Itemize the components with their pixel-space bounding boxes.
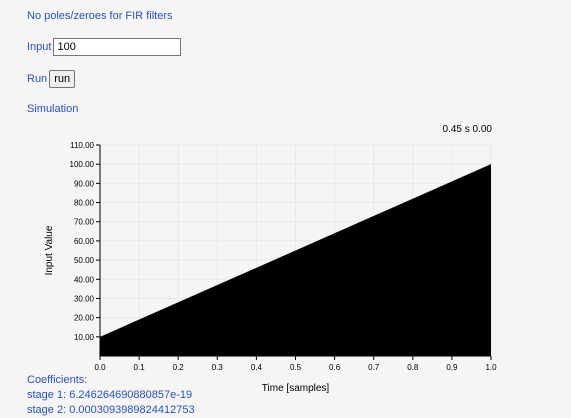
- run-button[interactable]: run: [49, 70, 76, 88]
- input-field[interactable]: [53, 38, 182, 56]
- series-area-0: [100, 164, 491, 356]
- y-tick-label: 50.00: [74, 256, 95, 265]
- y-tick-label: 60.00: [74, 237, 95, 246]
- coefficients-header: Coefficients:: [27, 374, 88, 386]
- y-tick-label: 20.00: [74, 314, 95, 323]
- x-tick-label: 0.6: [329, 363, 341, 372]
- y-tick-label: 80.00: [74, 199, 95, 208]
- input-row: Input: [27, 38, 182, 56]
- y-tick-label: 70.00: [74, 218, 95, 227]
- simulation-label: Simulation: [27, 103, 79, 115]
- run-row: Run run: [27, 70, 76, 88]
- x-tick-label: 1.0: [485, 363, 497, 372]
- input-label: Input: [27, 41, 52, 53]
- x-axis-label: Time [samples]: [262, 383, 330, 394]
- chart-svg: 0.45 s 0.00 10.00 20.00 30.00 40.00 50.00 60.0…: [44, 124, 497, 394]
- filter-notice: No poles/zeroes for FIR filters: [27, 10, 173, 22]
- coefficient-stage-2: stage 2: 0.0003093989824412753: [27, 404, 195, 416]
- x-tick-label: 0.3: [212, 363, 224, 372]
- y-axis-label: Input Value: [44, 225, 55, 275]
- y-tick-label: 100.00: [70, 160, 95, 169]
- x-tick-label: 0.9: [446, 363, 458, 372]
- x-tick-label: 0.8: [407, 363, 419, 372]
- y-tick-label: 30.00: [74, 294, 95, 303]
- y-tick-label: 110.00: [70, 141, 94, 150]
- x-tick-label: 0.5: [290, 363, 302, 372]
- x-tick-label: 0.4: [251, 363, 263, 372]
- simulation-chart: 0.45 s 0.00 10.00 20.00 30.00 40.00 50.00 60.0…: [0, 120, 571, 400]
- y-tick-label: 40.00: [74, 275, 95, 284]
- x-tick-label: 0.0: [94, 363, 106, 372]
- run-label: Run: [27, 73, 48, 85]
- x-tick-label: 0.2: [173, 363, 185, 372]
- x-tick-label: 0.1: [134, 363, 146, 372]
- coefficients: Coefficients: stage 1: 6.246264690880857…: [27, 373, 195, 418]
- y-tick-label: 10.00: [74, 333, 95, 342]
- coefficient-stage-1: stage 1: 6.246264690880857e-19: [27, 389, 193, 401]
- y-tick-label: 90.00: [74, 179, 95, 188]
- readout-label: 0.45 s 0.00: [443, 124, 493, 135]
- x-tick-label: 0.7: [368, 363, 380, 372]
